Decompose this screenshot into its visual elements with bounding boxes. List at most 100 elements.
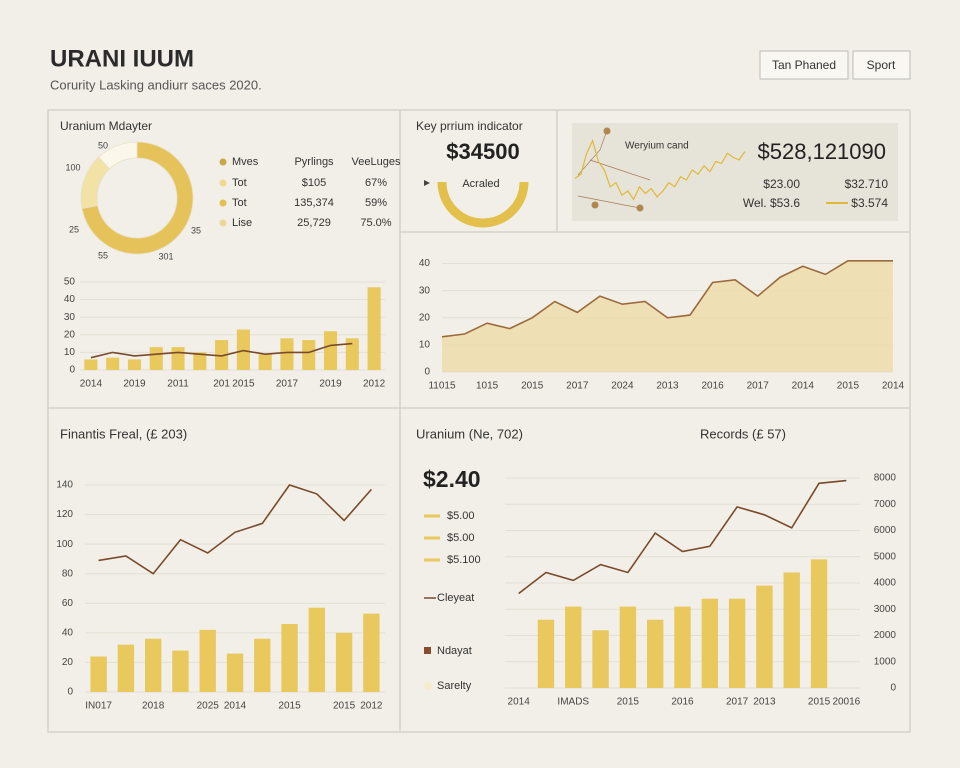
table-cell: Tot bbox=[232, 197, 247, 209]
sparkline bbox=[574, 138, 746, 201]
table-cell: 67% bbox=[365, 177, 387, 189]
x-tick-label: 2013 bbox=[753, 697, 776, 708]
y-tick-label: 5000 bbox=[874, 551, 897, 562]
bar bbox=[363, 613, 380, 692]
x-tick-label: 2011 bbox=[167, 379, 189, 390]
bar bbox=[149, 347, 163, 370]
bar bbox=[172, 650, 189, 692]
bar bbox=[674, 606, 691, 688]
x-tick-label: 2014 bbox=[508, 697, 531, 708]
y-tick-label: 80 bbox=[62, 568, 74, 579]
kpi-value: $34500 bbox=[446, 139, 519, 164]
bar bbox=[308, 607, 325, 692]
bar bbox=[145, 638, 162, 692]
button-label[interactable]: Tan Phaned bbox=[772, 58, 836, 72]
x-tick-label: 2025 bbox=[197, 701, 220, 712]
donut-annotation: 35 bbox=[191, 225, 201, 235]
x-tick-label: 20016 bbox=[832, 697, 860, 708]
kpi-label: Acraled bbox=[462, 178, 499, 190]
bar bbox=[302, 340, 316, 370]
y-tick-label: 10 bbox=[64, 347, 76, 358]
bar bbox=[537, 619, 555, 688]
bar bbox=[335, 632, 353, 692]
table-cell: 25,729 bbox=[297, 217, 331, 229]
bar bbox=[254, 638, 271, 692]
x-tick-label: 2014 bbox=[224, 701, 247, 712]
button[interactable] bbox=[759, 50, 849, 80]
kpi-title: Key prrium indicator bbox=[416, 119, 523, 133]
summary-item: Wel. $53.6 bbox=[743, 196, 800, 210]
summary-value: $528,121090 bbox=[758, 139, 886, 164]
highlight-value: $2.40 bbox=[423, 466, 481, 492]
x-tick-label: 2015 bbox=[278, 701, 301, 712]
table-marker bbox=[219, 179, 227, 187]
x-tick-label: 2017 bbox=[726, 697, 749, 708]
x-tick-label: 1015 bbox=[476, 381, 499, 392]
y-tick-label: 40 bbox=[419, 258, 431, 269]
y-tick-label: 8000 bbox=[874, 473, 897, 484]
y-tick-label: 140 bbox=[56, 480, 73, 491]
x-tick-label: 2015 bbox=[837, 381, 860, 392]
line bbox=[518, 479, 847, 595]
x-tick-label: 2016 bbox=[671, 697, 694, 708]
bar bbox=[215, 340, 229, 370]
donut-annotation: 55 bbox=[98, 250, 108, 260]
table-cell: $105 bbox=[302, 177, 326, 189]
donut-segment bbox=[98, 141, 138, 170]
y-tick-label: 4000 bbox=[874, 578, 897, 589]
bar bbox=[199, 629, 216, 692]
table-cell: 135,374 bbox=[294, 197, 334, 209]
y-tick-label: 40 bbox=[64, 294, 76, 305]
spark-dot bbox=[603, 127, 611, 135]
x-tick-label: 2014 bbox=[882, 381, 905, 392]
legend-label: Cleyeat bbox=[437, 592, 474, 604]
chart-title: Finantis Freal, (£ 203) bbox=[60, 426, 187, 441]
table-cell: Tot bbox=[232, 177, 247, 189]
y-tick-label: 30 bbox=[64, 312, 76, 323]
bar bbox=[171, 347, 185, 370]
x-tick-label: 201 bbox=[213, 379, 230, 390]
bar bbox=[701, 598, 718, 688]
y-tick-label: 20 bbox=[64, 329, 76, 340]
summary-item: $23.00 bbox=[763, 177, 800, 191]
x-tick-label: 2012 bbox=[363, 379, 386, 390]
button-label[interactable]: Sport bbox=[867, 58, 896, 72]
x-tick-label: 2015 bbox=[617, 697, 640, 708]
area bbox=[442, 260, 893, 372]
donut-annotation: 301 bbox=[158, 251, 173, 261]
x-tick-label: 2014 bbox=[80, 379, 103, 390]
chart-title: Uranium (Ne, 702) bbox=[416, 426, 523, 441]
line bbox=[441, 260, 893, 338]
y-tick-label: 100 bbox=[56, 539, 73, 550]
gauge-pointer bbox=[424, 180, 430, 186]
donut-segment bbox=[81, 141, 194, 255]
bar bbox=[345, 338, 359, 370]
table-marker bbox=[219, 199, 227, 207]
y-tick-label: 20 bbox=[419, 312, 431, 323]
y-tick-label: 50 bbox=[64, 277, 76, 288]
x-tick-label: 2017 bbox=[747, 381, 770, 392]
bar bbox=[565, 606, 582, 688]
x-tick-label: 2012 bbox=[360, 701, 383, 712]
legend-swatch bbox=[424, 682, 432, 690]
x-tick-label: 2015 bbox=[521, 381, 544, 392]
x-tick-label: 2014 bbox=[792, 381, 815, 392]
bar bbox=[258, 354, 272, 370]
x-tick-label: 2016 bbox=[701, 381, 724, 392]
bar bbox=[324, 331, 338, 370]
chart-title: Uranium Mdayter bbox=[60, 119, 152, 133]
summary-item: $32.710 bbox=[845, 177, 889, 191]
page-subtitle: Corurity Lasking andiurr saces 2020. bbox=[50, 77, 262, 92]
table-header: VeeLuges bbox=[352, 156, 401, 168]
button[interactable] bbox=[852, 50, 911, 80]
bar bbox=[236, 329, 250, 370]
bar bbox=[90, 656, 107, 692]
chart-subtitle: Records (£ 57) bbox=[700, 426, 786, 441]
spark-dot bbox=[636, 204, 644, 212]
bar bbox=[728, 598, 746, 688]
table-marker bbox=[219, 158, 227, 166]
table-header: Mves bbox=[232, 156, 259, 168]
table-cell: Lise bbox=[232, 217, 252, 229]
donut-annotation: 100 bbox=[65, 162, 80, 172]
line bbox=[98, 484, 373, 575]
